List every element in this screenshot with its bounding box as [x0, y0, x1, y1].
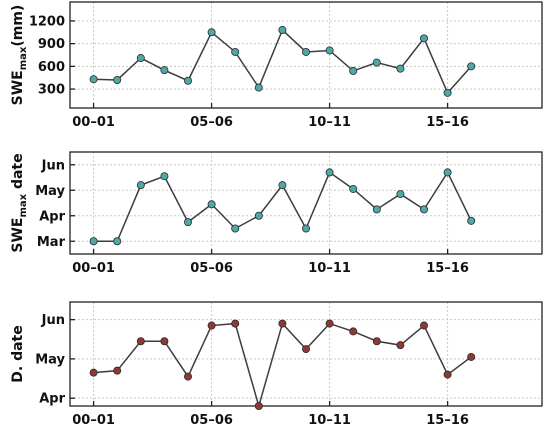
- data-point: [231, 47, 240, 56]
- data-point: [183, 372, 192, 381]
- data-point: [160, 172, 169, 181]
- data-point: [207, 200, 216, 209]
- data-point: [278, 319, 287, 328]
- data-point: [372, 58, 381, 67]
- data-point: [349, 66, 358, 75]
- data-point: [443, 370, 452, 379]
- data-point: [301, 345, 310, 354]
- x-tick-label: 05–06: [190, 413, 233, 427]
- chart-panel-1: 300 600 900 1200 00–01 05–06 10–11 15–16 SWEmax(…: [10, 1, 543, 130]
- y-tick-label: 900: [38, 37, 65, 52]
- data-point: [113, 366, 122, 375]
- data-point: [136, 337, 145, 346]
- y-axis-label-rest: (mm): [10, 5, 26, 47]
- x-tick-label: 00–01: [72, 115, 115, 130]
- data-point: [113, 75, 122, 84]
- data-point: [136, 181, 145, 190]
- data-point: [89, 75, 98, 84]
- data-point: [467, 352, 476, 361]
- y-axis-label-main: D. date: [10, 325, 26, 382]
- data-point: [231, 319, 240, 328]
- plot-frame: [69, 1, 543, 109]
- y-axis-label-rest: date: [10, 153, 26, 194]
- data-point: [325, 319, 334, 328]
- data-point: [467, 62, 476, 71]
- data-point: [160, 337, 169, 346]
- data-point: [160, 66, 169, 75]
- data-point: [136, 54, 145, 63]
- y-tick-label: 1200: [29, 14, 65, 29]
- x-tick-label: 15–16: [426, 413, 469, 427]
- data-point: [89, 368, 98, 377]
- data-point: [396, 64, 405, 73]
- x-tick-label: 10–11: [308, 413, 351, 427]
- data-point: [183, 76, 192, 85]
- x-tick-label: 10–11: [308, 261, 351, 276]
- y-tick-label: 600: [38, 60, 65, 75]
- chart-panel-3: Apr May Jun 00–01 05–06 10–11 15–16 D. date: [10, 301, 543, 427]
- y-tick-label: 300: [38, 83, 65, 98]
- y-axis-label-main: SWE: [10, 218, 26, 253]
- x-tick-label: 05–06: [190, 115, 233, 130]
- data-point: [301, 47, 310, 56]
- x-tick-label: 00–01: [72, 261, 115, 276]
- data-point: [325, 46, 334, 55]
- y-axis-label-subscript: max: [18, 193, 29, 217]
- data-point: [443, 168, 452, 177]
- data-point: [89, 237, 98, 246]
- data-point: [467, 216, 476, 225]
- data-point: [396, 341, 405, 350]
- chart-panel-2: Mar Apr May Jun 00–01 05–06 10–11 15–16 SWEmax d…: [10, 151, 543, 276]
- y-tick-label: Jun: [41, 158, 65, 173]
- data-point: [278, 26, 287, 35]
- data-point: [396, 190, 405, 199]
- data-point: [372, 337, 381, 346]
- data-point: [207, 321, 216, 330]
- data-point: [278, 181, 287, 190]
- data-point: [231, 224, 240, 233]
- plot-frame: [69, 301, 543, 407]
- y-axis-label-main: SWE: [10, 70, 26, 105]
- x-tick-label: 05–06: [190, 261, 233, 276]
- y-tick-label: Mar: [37, 235, 66, 250]
- y-tick-label: Apr: [39, 392, 65, 407]
- y-axis-label: SWEmax(mm): [10, 5, 29, 106]
- x-tick-label: 00–01: [72, 413, 115, 427]
- data-point: [301, 224, 310, 233]
- y-axis-label: SWEmax date: [10, 153, 29, 252]
- y-tick-label: May: [35, 352, 65, 367]
- series-line: [93, 28, 472, 95]
- data-point: [349, 184, 358, 193]
- data-point: [113, 237, 122, 246]
- x-tick-label: 15–16: [426, 261, 469, 276]
- data-point: [325, 168, 334, 177]
- data-point: [254, 211, 263, 220]
- data-point: [183, 218, 192, 227]
- x-tick-label: 10–11: [308, 115, 351, 130]
- data-point: [349, 327, 358, 336]
- data-point: [419, 321, 428, 330]
- series-line: [93, 322, 472, 409]
- y-tick-label: May: [35, 184, 65, 199]
- data-point: [443, 88, 452, 97]
- data-point: [372, 205, 381, 214]
- plot-frame: [69, 151, 543, 255]
- y-axis-label-subscript: max: [18, 46, 29, 70]
- y-axis-label: D. date: [10, 325, 26, 382]
- y-tick-label: Apr: [39, 209, 65, 224]
- data-point: [254, 83, 263, 92]
- data-point: [254, 401, 263, 410]
- x-tick-label: 15–16: [426, 115, 469, 130]
- data-point: [419, 205, 428, 214]
- data-point: [207, 28, 216, 37]
- y-tick-label: Jun: [41, 313, 65, 328]
- data-point: [419, 34, 428, 43]
